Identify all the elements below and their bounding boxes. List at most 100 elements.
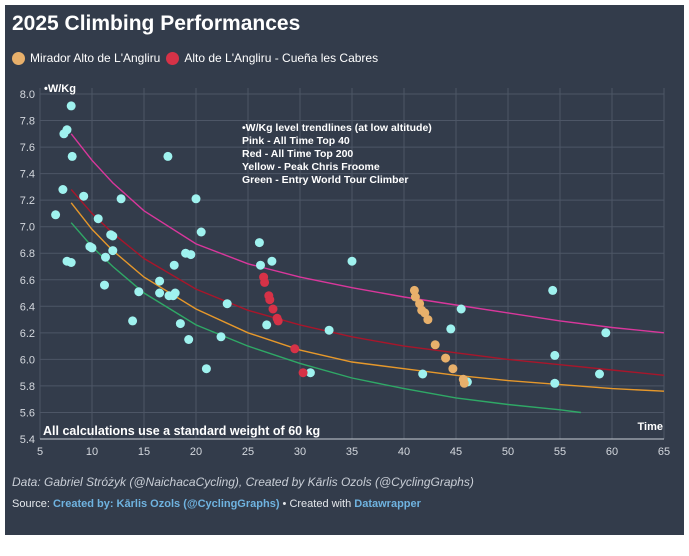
chart-title: 2025 Climbing Performances <box>12 12 301 35</box>
other-climb-point <box>163 151 173 161</box>
y-tick-label: 6.8 <box>20 248 35 260</box>
legend-label-cuena: Alto de L'Angliru - Cueña les Cabres <box>184 51 379 65</box>
cuena-point <box>290 344 300 354</box>
x-tick-label: 45 <box>450 446 462 458</box>
other-climb-point <box>595 369 604 379</box>
y-tick-label: 5.6 <box>20 407 35 419</box>
other-climb-point <box>116 194 126 204</box>
other-climb-point <box>222 299 232 309</box>
x-tick-label: 5 <box>37 446 43 458</box>
other-climb-point <box>101 252 110 262</box>
other-climb-point <box>108 231 118 241</box>
other-climb-point <box>305 368 315 378</box>
other-climb-point <box>67 151 77 161</box>
other-climb-point <box>66 258 76 267</box>
annotation-line: Yellow - Peak Chris Froome <box>242 161 380 173</box>
other-climb-point <box>93 214 103 224</box>
annotation-line: Red - All Time Top 200 <box>242 148 353 160</box>
mirador-point <box>409 285 419 295</box>
legend-dot-cuena <box>166 51 180 65</box>
source-link[interactable]: Created by: Kārlis Ozols (@CyclingGraphs… <box>52 498 280 510</box>
other-climb-point <box>347 256 357 266</box>
x-tick-label: 60 <box>606 446 618 458</box>
x-tick-label: 35 <box>346 446 358 458</box>
trendline <box>70 133 665 334</box>
mirador-point <box>459 378 469 388</box>
weight-note: All calculations use a standard weight o… <box>43 424 320 438</box>
other-climb-point <box>196 227 206 237</box>
trendline <box>70 222 581 414</box>
other-climb-point <box>175 319 185 329</box>
mirador-point <box>441 353 451 363</box>
other-climb-point <box>87 243 97 253</box>
cuena-point <box>260 277 270 287</box>
mirador-point <box>430 340 440 350</box>
other-climb-point <box>216 332 226 342</box>
annotation-line: •W/Kg level trendlines (at low altitude) <box>242 122 432 134</box>
legend-item-mirador[interactable]: Mirador Alto de L'Angliru <box>12 51 160 65</box>
other-climb-point <box>550 350 560 360</box>
y-tick-label: 6.4 <box>20 301 35 313</box>
x-tick-label: 55 <box>554 446 566 458</box>
y-tick-label: 6.6 <box>20 275 35 287</box>
mirador-point <box>423 315 433 325</box>
cuena-point <box>298 368 308 378</box>
other-climb-point <box>134 287 144 297</box>
x-tick-label: 25 <box>242 446 254 458</box>
other-climb-point <box>51 210 61 220</box>
other-climb-point <box>601 328 611 338</box>
other-climb-point <box>108 246 118 256</box>
y-tick-label: 6.2 <box>20 328 35 340</box>
cuena-point <box>273 316 283 326</box>
annotation-line: Pink - All Time Top 40 <box>242 135 350 147</box>
x-tick-label: 50 <box>502 446 514 458</box>
x-tick-label: 15 <box>138 446 150 458</box>
y-tick-label: 7.8 <box>20 116 35 128</box>
other-climb-point <box>79 191 89 201</box>
other-climb-point <box>155 288 165 298</box>
x-tick-label: 20 <box>190 446 202 458</box>
other-climb-point <box>254 238 264 248</box>
other-climb-point <box>58 185 68 194</box>
y-tick-label: 7.0 <box>20 222 35 234</box>
other-climb-point <box>169 260 179 270</box>
other-climb-point <box>184 335 194 344</box>
other-climb-point <box>418 369 428 379</box>
created-with-label: • Created with <box>282 498 352 510</box>
x-tick-label: 30 <box>294 446 306 458</box>
y-tick-label: 5.8 <box>20 381 35 393</box>
legend-dot-mirador <box>12 51 25 65</box>
source-line: Source: Created by: Kārlis Ozols (@Cycli… <box>12 498 421 510</box>
x-axis-label: Time <box>638 421 663 433</box>
other-climb-point <box>548 285 558 295</box>
cuena-point <box>268 304 278 314</box>
mirador-point <box>410 292 420 302</box>
other-climb-point <box>191 194 201 204</box>
data-credit: Data: Gabriel Stróżyk (@NaichacaCycling)… <box>12 475 474 489</box>
other-climb-point <box>186 250 196 260</box>
other-climb-point <box>62 125 72 135</box>
other-climb-point <box>66 101 76 111</box>
y-tick-label: 8.0 <box>20 89 35 101</box>
x-tick-label: 10 <box>86 446 98 458</box>
other-climb-point <box>324 325 334 335</box>
other-climb-point <box>267 256 277 266</box>
mirador-point <box>448 364 458 374</box>
legend: Mirador Alto de L'Angliru Alto de L'Angl… <box>12 51 384 65</box>
other-climb-point <box>262 320 272 330</box>
other-climb-point <box>170 288 180 298</box>
y-tick-label: 7.6 <box>20 142 35 154</box>
datawrapper-link[interactable]: Datawrapper <box>354 498 421 510</box>
legend-item-cuena[interactable]: Alto de L'Angliru - Cueña les Cabres <box>166 51 378 65</box>
cuena-point <box>265 295 275 305</box>
other-climb-point <box>100 280 109 290</box>
mirador-point <box>420 308 430 318</box>
y-tick-label: 7.4 <box>20 169 35 181</box>
other-climb-point <box>550 378 560 388</box>
other-climb-point <box>456 304 466 314</box>
y-tick-label: 5.4 <box>20 434 35 446</box>
y-tick-label: 7.2 <box>20 195 35 207</box>
y-axis-label: •W/Kg <box>44 83 76 95</box>
y-tick-label: 6.0 <box>20 354 35 366</box>
other-climb-point <box>256 260 265 270</box>
